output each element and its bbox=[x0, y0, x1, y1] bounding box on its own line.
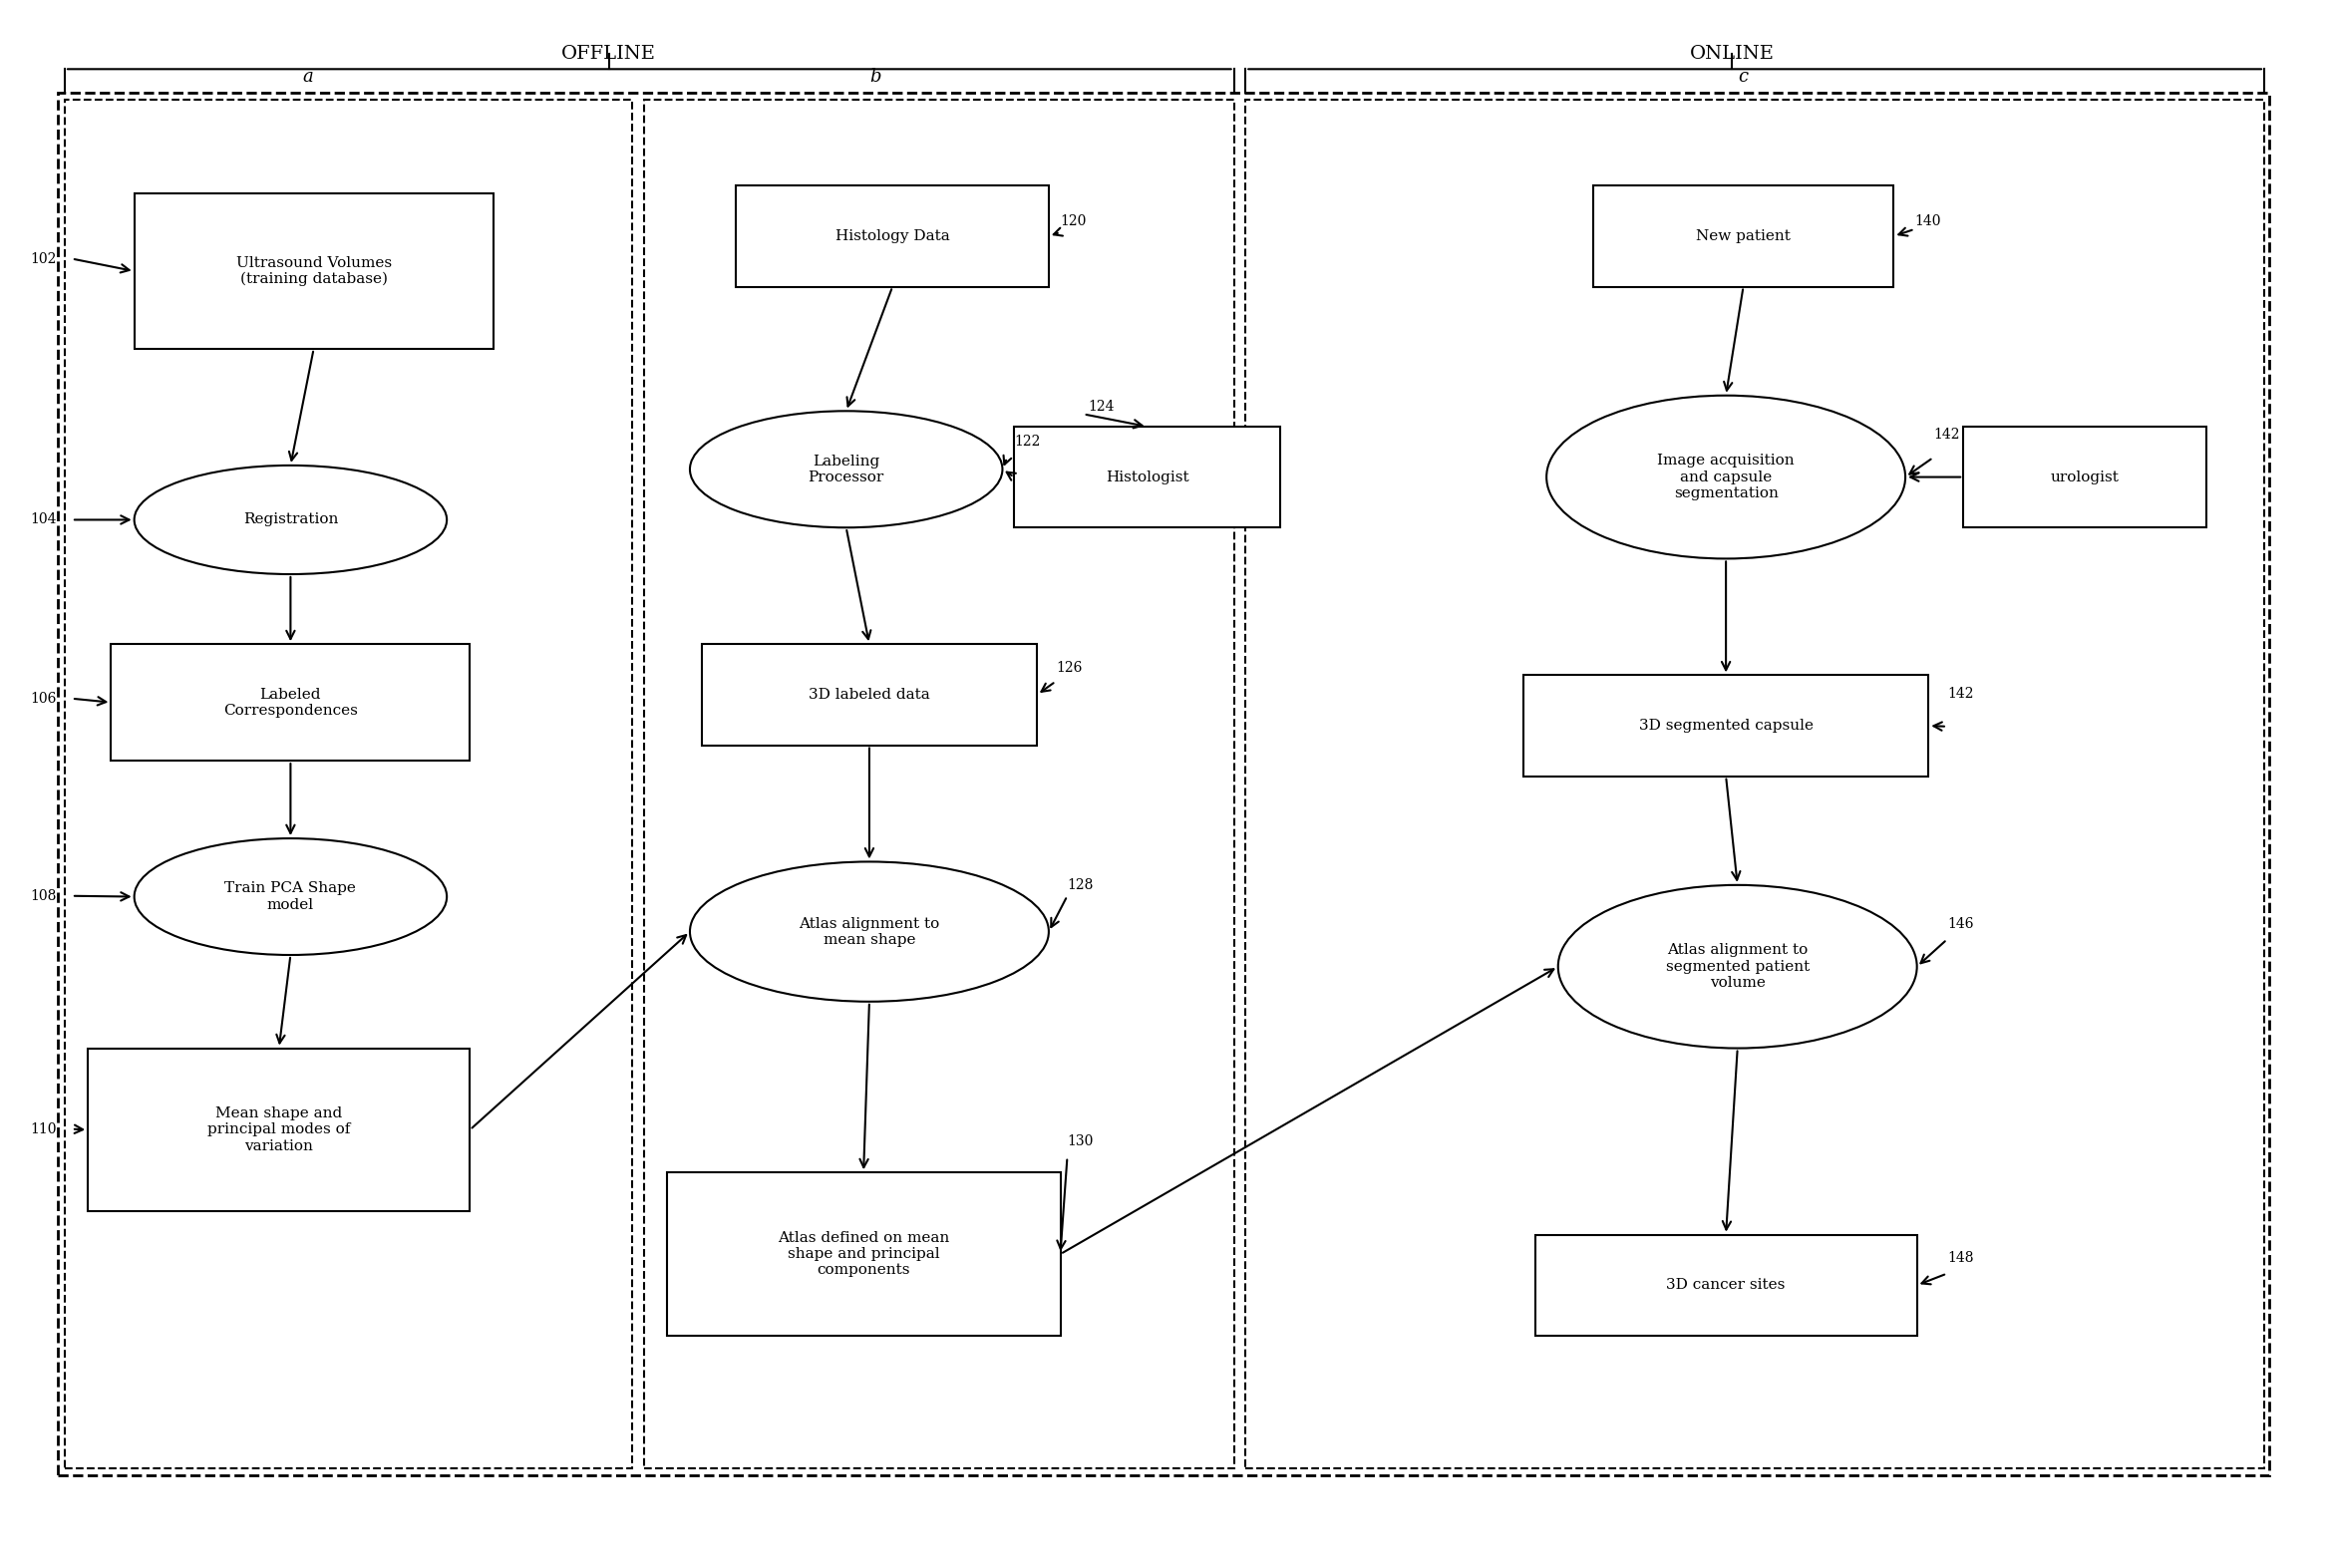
FancyBboxPatch shape bbox=[1523, 676, 1928, 776]
Ellipse shape bbox=[689, 862, 1048, 1002]
FancyBboxPatch shape bbox=[135, 193, 494, 348]
Text: Ultrasound Volumes
(training database): Ultrasound Volumes (training database) bbox=[235, 256, 391, 287]
Text: 104: 104 bbox=[30, 513, 56, 527]
Text: Atlas alignment to
mean shape: Atlas alignment to mean shape bbox=[799, 917, 939, 947]
Text: Atlas defined on mean
shape and principal
components: Atlas defined on mean shape and principa… bbox=[778, 1231, 950, 1278]
Text: OFFLINE: OFFLINE bbox=[561, 44, 657, 63]
Text: 142: 142 bbox=[1933, 428, 1959, 441]
Text: 146: 146 bbox=[1947, 917, 1973, 931]
Text: a: a bbox=[303, 67, 314, 86]
Text: 3D labeled data: 3D labeled data bbox=[808, 688, 929, 701]
FancyBboxPatch shape bbox=[1593, 185, 1893, 287]
Ellipse shape bbox=[1558, 884, 1917, 1047]
Text: 110: 110 bbox=[30, 1123, 56, 1135]
FancyBboxPatch shape bbox=[89, 1047, 470, 1212]
Text: 130: 130 bbox=[1067, 1135, 1095, 1148]
Text: c: c bbox=[1737, 67, 1749, 86]
Text: b: b bbox=[869, 67, 880, 86]
Text: 102: 102 bbox=[30, 252, 56, 265]
FancyBboxPatch shape bbox=[112, 644, 470, 760]
Text: Train PCA Shape
model: Train PCA Shape model bbox=[226, 881, 356, 911]
Text: Image acquisition
and capsule
segmentation: Image acquisition and capsule segmentati… bbox=[1658, 453, 1796, 500]
Text: 148: 148 bbox=[1947, 1251, 1973, 1265]
FancyBboxPatch shape bbox=[666, 1173, 1060, 1336]
Text: 126: 126 bbox=[1055, 660, 1083, 674]
Text: 3D cancer sites: 3D cancer sites bbox=[1668, 1278, 1786, 1292]
Text: 142: 142 bbox=[1947, 687, 1973, 701]
Text: Labeled
Correspondences: Labeled Correspondences bbox=[224, 687, 359, 718]
Text: Labeling
Processor: Labeling Processor bbox=[808, 455, 885, 485]
Text: 122: 122 bbox=[1013, 434, 1041, 448]
FancyBboxPatch shape bbox=[1013, 426, 1281, 527]
Ellipse shape bbox=[135, 839, 447, 955]
Text: New patient: New patient bbox=[1696, 229, 1791, 243]
Text: 3D segmented capsule: 3D segmented capsule bbox=[1640, 718, 1814, 732]
FancyBboxPatch shape bbox=[736, 185, 1048, 287]
Text: urologist: urologist bbox=[2050, 470, 2119, 485]
Text: 124: 124 bbox=[1088, 400, 1116, 414]
Text: Histology Data: Histology Data bbox=[836, 229, 950, 243]
Text: ONLINE: ONLINE bbox=[1689, 44, 1775, 63]
Text: 140: 140 bbox=[1914, 215, 1940, 229]
Text: Atlas alignment to
segmented patient
volume: Atlas alignment to segmented patient vol… bbox=[1665, 944, 1810, 989]
FancyBboxPatch shape bbox=[701, 644, 1036, 745]
Ellipse shape bbox=[135, 466, 447, 574]
Text: Mean shape and
principal modes of
variation: Mean shape and principal modes of variat… bbox=[207, 1107, 349, 1152]
FancyBboxPatch shape bbox=[1963, 426, 2206, 527]
Text: 128: 128 bbox=[1067, 878, 1095, 892]
FancyBboxPatch shape bbox=[1535, 1234, 1917, 1336]
Text: 108: 108 bbox=[30, 889, 56, 903]
Text: Histologist: Histologist bbox=[1106, 470, 1188, 485]
Text: 106: 106 bbox=[30, 691, 56, 706]
Text: 120: 120 bbox=[1060, 215, 1088, 229]
Ellipse shape bbox=[1546, 395, 1905, 558]
Ellipse shape bbox=[689, 411, 1001, 527]
Text: Registration: Registration bbox=[242, 513, 338, 527]
